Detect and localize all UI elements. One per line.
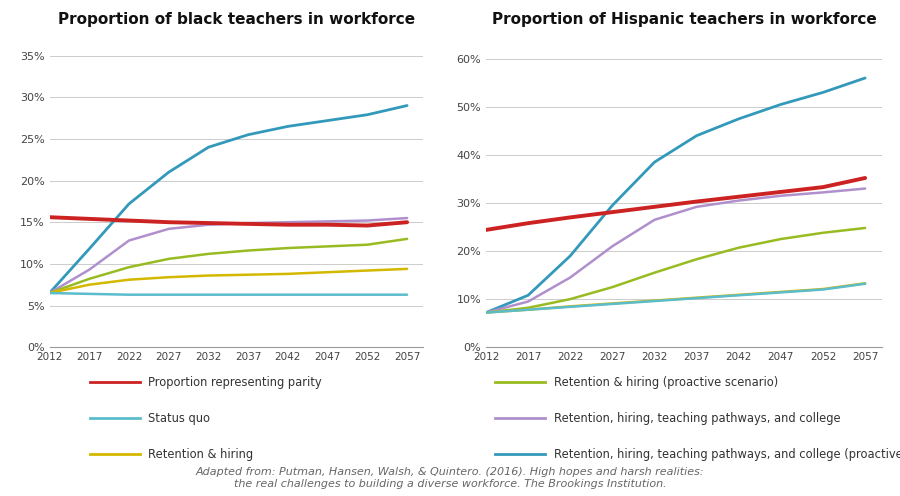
Title: Proportion of black teachers in workforce: Proportion of black teachers in workforc…: [58, 11, 415, 27]
Text: Adapted from: Putman, Hansen, Walsh, & Quintero. (2016). High hopes and harsh re: Adapted from: Putman, Hansen, Walsh, & Q…: [195, 467, 705, 489]
Text: Proportion representing parity: Proportion representing parity: [148, 375, 322, 389]
Text: Retention & hiring (proactive scenario): Retention & hiring (proactive scenario): [554, 375, 778, 389]
Text: Retention & hiring: Retention & hiring: [148, 448, 254, 461]
Text: Status quo: Status quo: [148, 412, 211, 425]
Text: Retention, hiring, teaching pathways, and college (proactive scenario): Retention, hiring, teaching pathways, an…: [554, 448, 900, 461]
Title: Proportion of Hispanic teachers in workforce: Proportion of Hispanic teachers in workf…: [491, 11, 877, 27]
Text: Retention, hiring, teaching pathways, and college: Retention, hiring, teaching pathways, an…: [554, 412, 840, 425]
